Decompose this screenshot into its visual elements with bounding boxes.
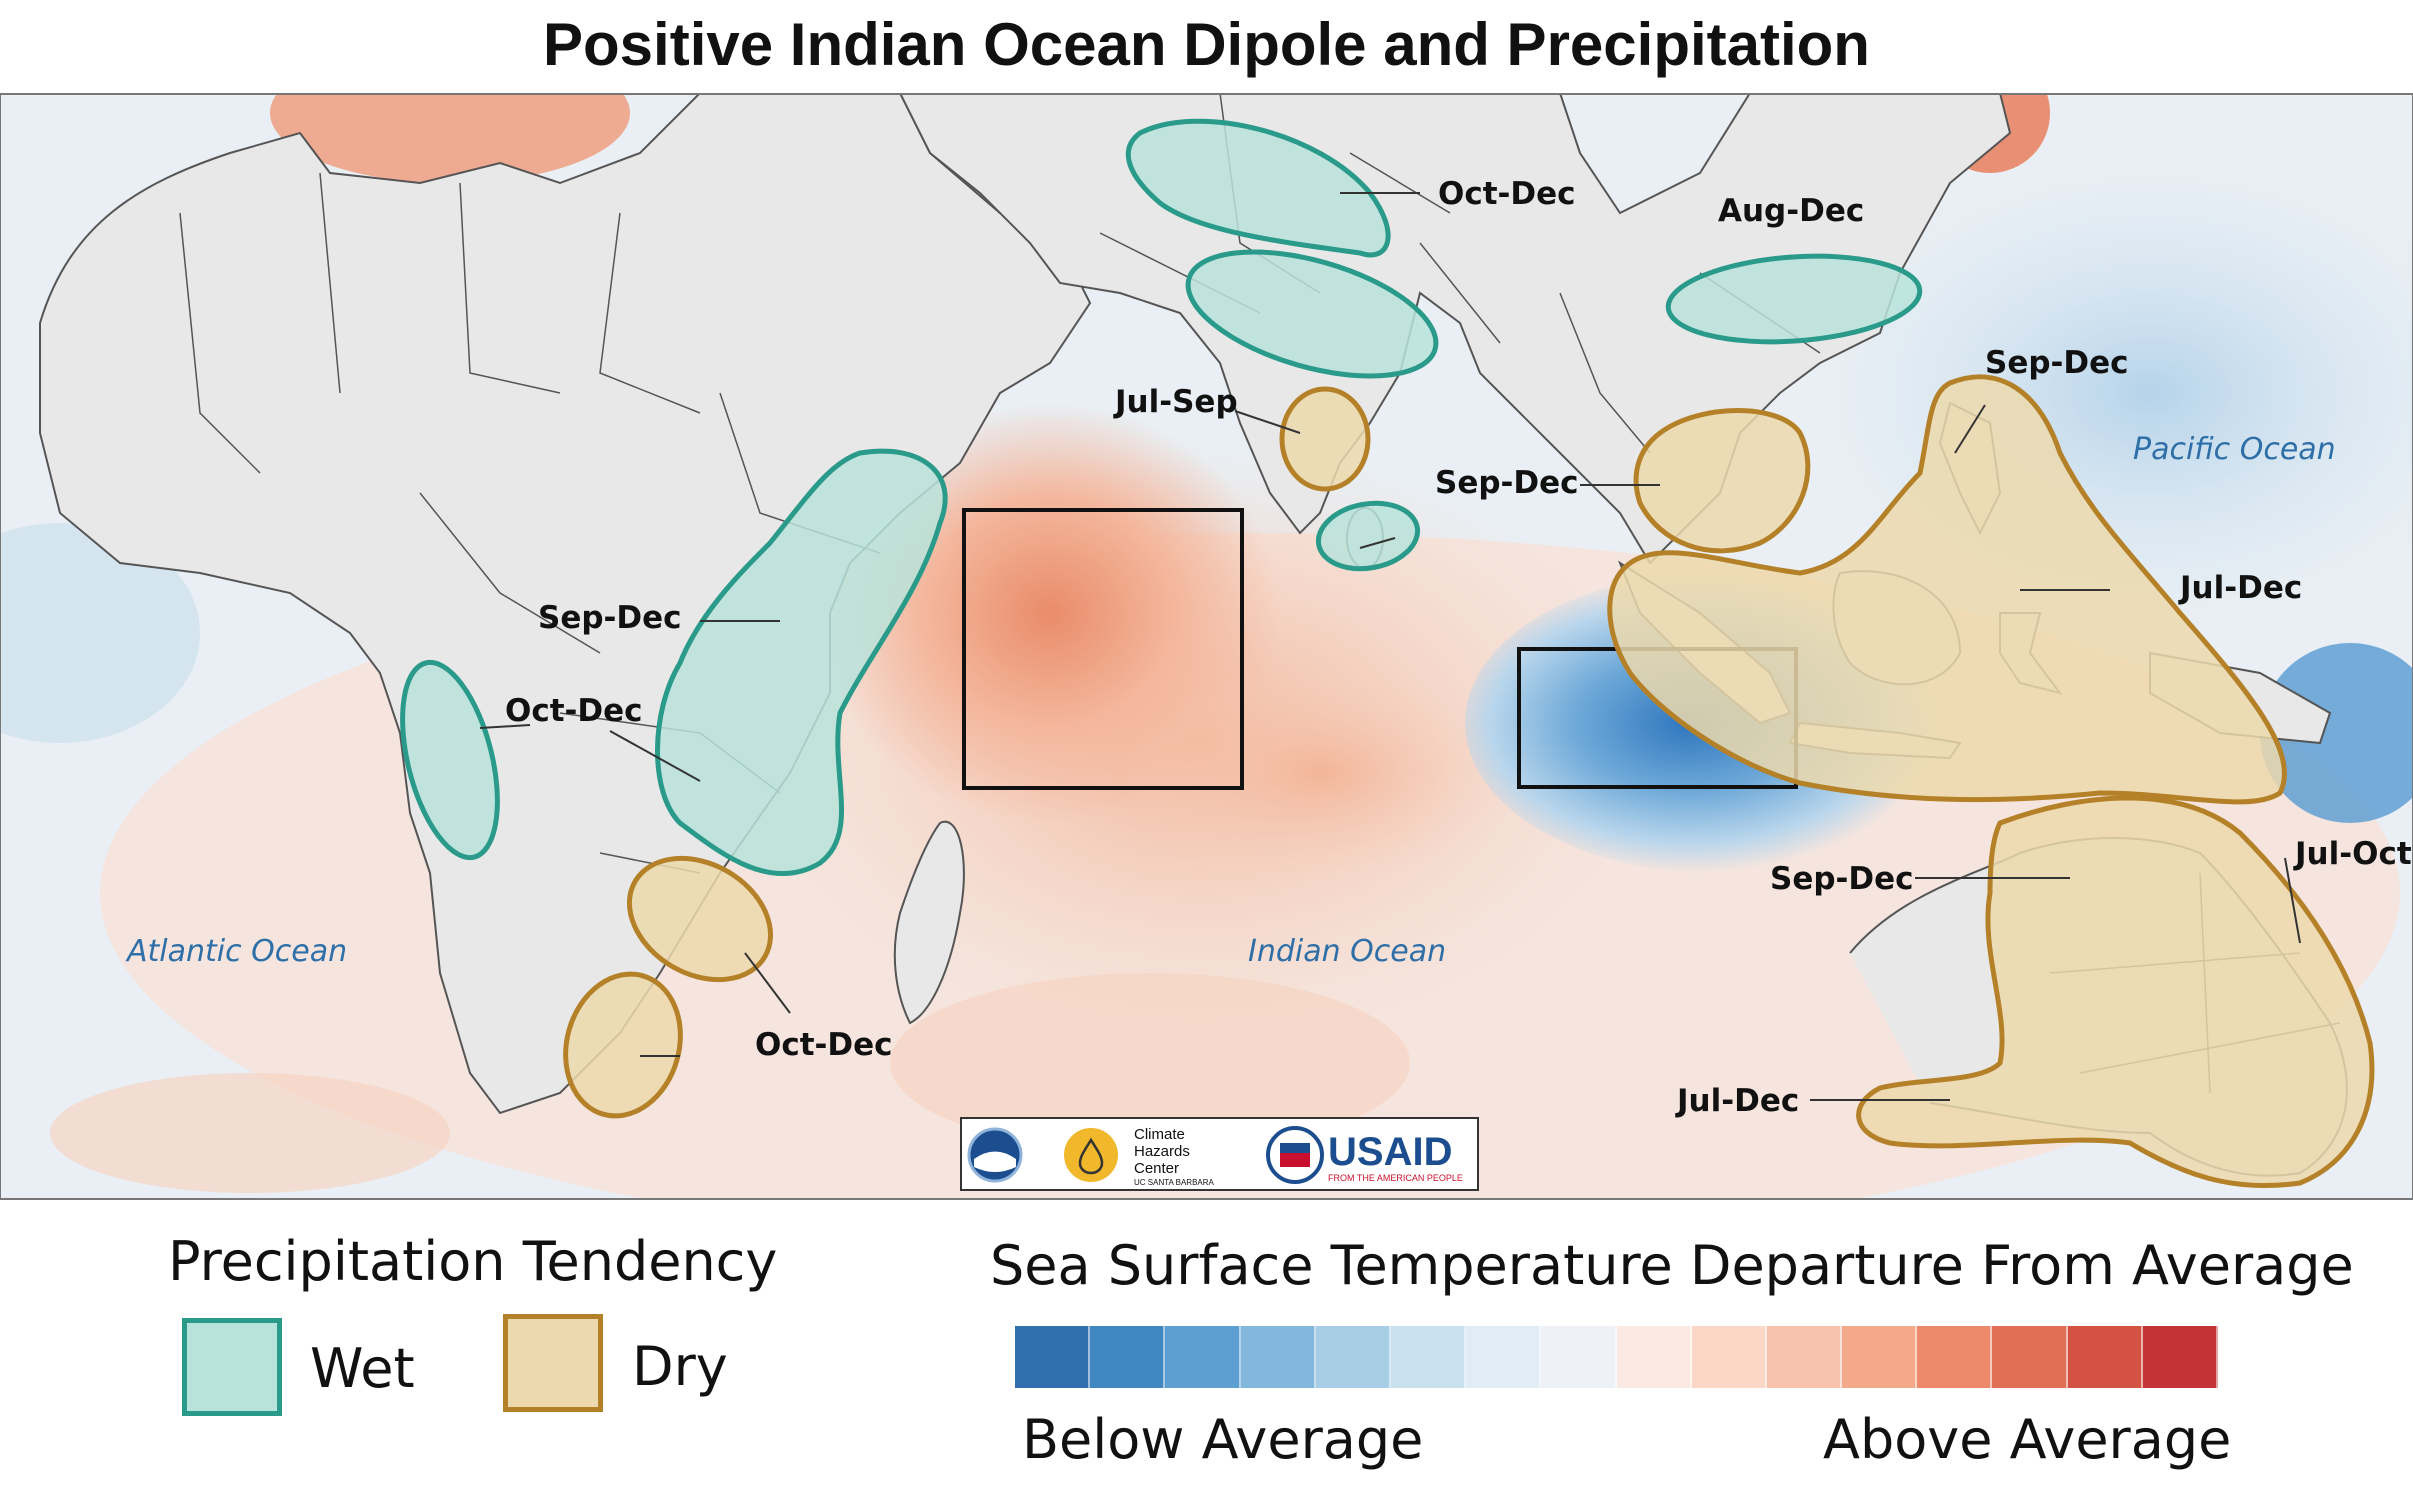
dry-region-southeast-africa-north [626,855,774,983]
sst-scale-cell-8 [1616,1326,1692,1388]
climate-hazards-drop-icon [1064,1128,1118,1182]
partner-logos: Climate Hazards Center UC SANTA BARBARA … [960,1117,1479,1191]
dipole-map: Oct-Dec Jul-Sep Sep-Dec Aug-Dec Sep-Dec … [0,93,2413,1200]
sst-scale-cell-6 [1466,1326,1542,1388]
sst-scale-cell-13 [1992,1326,2068,1388]
precip-legend-title: Precipitation Tendency [168,1230,778,1293]
sst-scale-cell-9 [1691,1326,1767,1388]
sst-scale-cell-3 [1240,1326,1316,1388]
wet-region-east-africa [655,448,948,876]
sst-color-scale [1015,1326,2218,1388]
usaid-wordmark: USAID [1328,1130,1452,1174]
africa-landmass [39,93,1092,1115]
sst-scale-cell-10 [1766,1326,1843,1388]
wet-region-india-north [1125,118,1391,258]
sst-scale-cell-4 [1315,1326,1391,1388]
wet-region-india-central [1185,249,1439,379]
wet-region-central-africa [400,659,500,861]
label-central-africa: Oct-Dec [505,693,643,729]
dry-swatch [503,1314,603,1412]
dry-region-australia [1856,795,2375,1189]
label-southeast-africa: Oct-Dec [755,1027,893,1063]
ocean-label-pacific: Pacific Ocean [2133,432,2336,467]
usaid-tagline: FROM THE AMERICAN PEOPLE [1328,1173,1463,1183]
climate-hazards-line-1: Climate [1134,1126,1185,1143]
label-sri-lanka: Sep-Dec [1435,465,1579,501]
climate-hazards-line-4: UC SANTA BARBARA [1134,1178,1215,1187]
wet-regions [400,118,1923,876]
sst-legend-title: Sea Surface Temperature Departure From A… [990,1234,2354,1297]
climate-hazards-line-2: Hazards [1134,1143,1190,1160]
wet-region-sri-lanka [1315,500,1421,572]
label-australia-south: Jul-Dec [1675,1083,1799,1119]
dry-regions [563,374,2375,1189]
western-dipole-box [962,508,1244,790]
sst-scale-cell-15 [2142,1326,2218,1388]
sst-scale-cell-5 [1390,1326,1467,1388]
label-india-north: Oct-Dec [1438,176,1576,212]
dry-region-indochina [1633,408,1811,554]
madagascar-landmass [893,820,965,1025]
dry-label: Dry [632,1335,728,1398]
label-china: Aug-Dec [1718,193,1864,229]
label-australia-nw: Sep-Dec [1770,861,1914,897]
label-south-india: Jul-Sep [1113,384,1238,420]
map-frame [0,93,2413,1200]
label-australia-east: Jul-Oct [2293,836,2412,872]
sst-scale-cell-7 [1541,1326,1617,1388]
leader-lines [479,192,2301,1101]
map-title: Positive Indian Ocean Dipole and Precipi… [543,11,1870,78]
wet-swatch [182,1318,282,1416]
partner-logos-graphic: Climate Hazards Center UC SANTA BARBARA … [967,1126,1463,1187]
sst-scale-cell-1 [1090,1326,1166,1388]
below-average-label: Below Average [1022,1408,1424,1471]
sst-scale-cell-12 [1917,1326,1993,1388]
wet-label: Wet [310,1337,415,1400]
label-indonesia: Jul-Dec [2178,570,2302,606]
ocean-label-atlantic: Atlantic Ocean [125,934,347,969]
ocean-label-indian: Indian Ocean [1248,934,1446,969]
sst-scale-cell-2 [1165,1326,1241,1388]
sst-scale-cell-11 [1842,1326,1918,1388]
label-east-africa: Sep-Dec [538,600,682,636]
label-philippines: Sep-Dec [1985,345,2129,381]
wet-region-china [1665,253,1923,345]
dry-region-indonesia [1607,374,2287,805]
sst-scale-cell-0 [1015,1326,1091,1388]
above-average-label: Above Average [1823,1408,2232,1471]
climate-hazards-line-3: Center [1134,1160,1179,1177]
dry-region-south-india [1279,386,1371,492]
dry-region-southeast-africa-south [563,971,683,1119]
sst-scale-cell-14 [2067,1326,2143,1388]
